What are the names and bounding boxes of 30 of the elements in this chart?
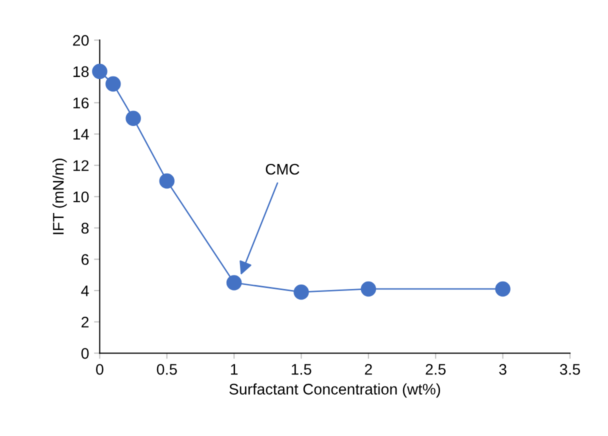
point [294, 284, 309, 300]
x-tick-label: 2 [364, 364, 372, 375]
y-tick-label: 4 [81, 286, 89, 296]
x-tick-label: 1 [230, 364, 238, 375]
y-tick-label: 16 [73, 98, 89, 108]
point [226, 275, 242, 290]
y-axis-title: IFT (mN/m) [52, 158, 67, 234]
y-tick-label: 8 [81, 222, 89, 234]
y-tick-label: 0 [81, 348, 89, 359]
y-tick-label: 12 [73, 160, 89, 171]
point [106, 76, 121, 92]
point [360, 281, 376, 297]
y-tick-label: 2 [82, 316, 89, 328]
y-tick-label: 10 [73, 192, 89, 202]
y-tick-label: 6 [82, 254, 89, 265]
point [159, 173, 175, 189]
y-tick-label: 20 [73, 34, 89, 46]
annotation: CMC [266, 164, 300, 175]
y-tick-label: 14 [73, 129, 89, 140]
y-tick-label: 18 [73, 66, 89, 78]
x-axis-title: Surfactant Concentration (wt%) [229, 383, 440, 398]
point [126, 110, 141, 126]
x-tick-label: 1.5 [292, 364, 312, 375]
point [495, 281, 510, 297]
x-tick-label: 3.5 [560, 364, 580, 375]
x-tick-label: 2.5 [426, 364, 446, 375]
x-tick-label: 3 [499, 364, 506, 375]
x-tick-label: 0.5 [156, 364, 177, 375]
x-tick-label: 0 [96, 364, 104, 375]
point [92, 64, 108, 80]
